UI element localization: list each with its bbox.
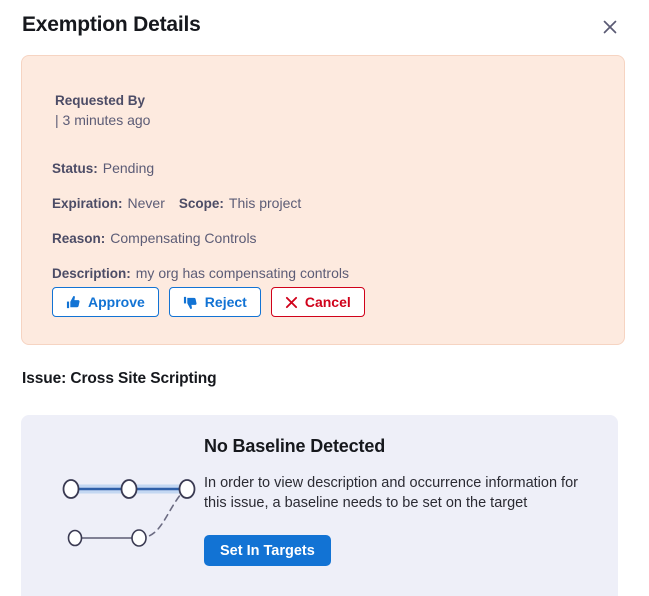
graph-nodes-illustration [53,470,203,560]
detail-row-reason: Reason: Compensating Controls [52,221,604,256]
baseline-body: No Baseline Detected In order to view de… [204,433,598,566]
expiration-value: Never [127,195,165,211]
requested-by-block: Requested By | 3 minutes ago [55,91,150,131]
reject-button-label: Reject [204,294,247,310]
reject-button[interactable]: Reject [168,287,261,317]
issue-heading: Issue: Cross Site Scripting [22,370,217,387]
detail-row-description: Description: my org has compensating cont… [52,256,604,291]
reason-value: Compensating Controls [110,230,257,246]
thumbs-up-icon [66,295,81,310]
approve-button-label: Approve [88,294,145,310]
exemption-detail-rows: Status: Pending Expiration: Never Scope: Thi… [52,151,604,291]
reason-label: Reason: [52,231,106,246]
requested-by-value: | 3 minutes ago [55,112,151,128]
status-label: Status: [52,161,98,176]
close-icon[interactable] [600,17,620,37]
exemption-actions: Approve Reject Cancel [52,287,365,317]
detail-row-status: Status: Pending [52,151,604,186]
requested-by-label: Requested By [55,93,146,108]
close-x-icon [285,296,298,309]
thumbs-down-icon [183,295,198,310]
exemption-details-card: Requested By | 3 minutes ago Status: Pend… [21,55,625,345]
page-title: Exemption Details [22,13,201,36]
description-label: Description: [52,266,131,281]
scope-label: Scope: [178,196,224,211]
status-badge: Pending [102,160,155,176]
scope-value: This project [228,195,302,211]
set-in-targets-button[interactable]: Set In Targets [204,535,331,566]
expiration-label: Expiration: [52,196,123,211]
detail-row-expiration-scope: Expiration: Never Scope: This project [52,186,604,221]
description-value: my org has compensating controls [135,265,349,281]
baseline-description: In order to view description and occurre… [204,475,578,511]
cancel-button-label: Cancel [304,294,351,310]
cancel-button[interactable]: Cancel [270,287,365,317]
dialog-header: Exemption Details [0,0,649,52]
baseline-title: No Baseline Detected [204,436,386,456]
approve-button[interactable]: Approve [52,287,159,317]
no-baseline-panel: No Baseline Detected In order to view de… [21,415,618,596]
